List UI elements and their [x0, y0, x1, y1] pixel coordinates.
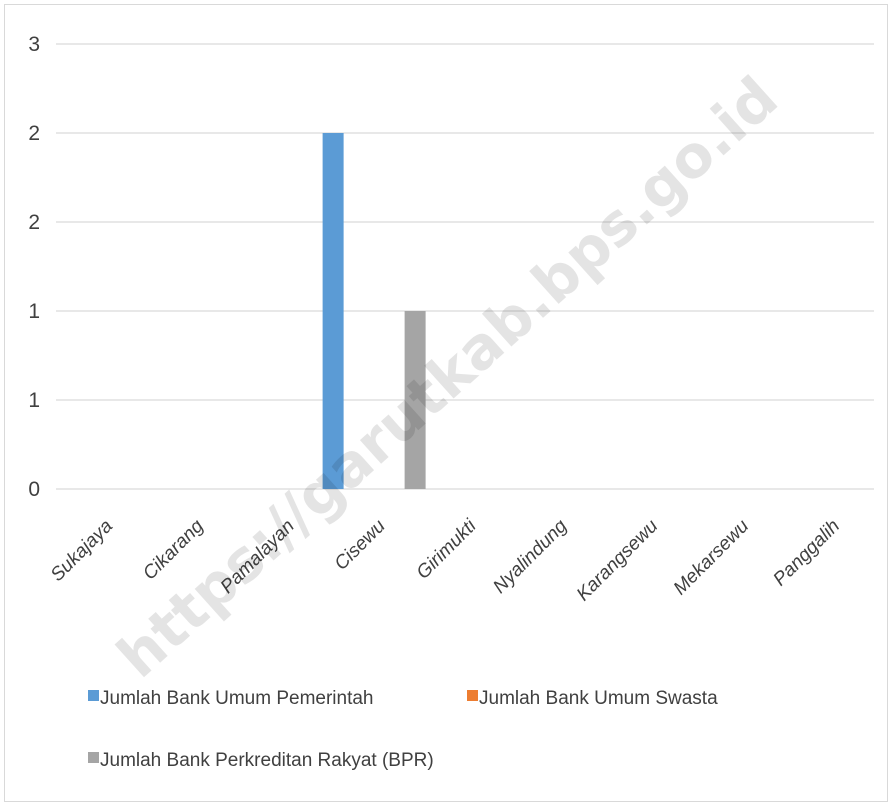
x-tick-label: Cisewu	[331, 515, 390, 574]
legend-label: Jumlah Bank Perkreditan Rakyat (BPR)	[100, 750, 434, 771]
y-tick-label: 1	[28, 389, 40, 412]
y-axis-tick-labels: 0 1 1 2 2 3	[28, 33, 40, 501]
x-tick-label: Nyalindung	[489, 515, 571, 597]
bars	[322, 133, 426, 489]
legend-label: Jumlah Bank Umum Pemerintah	[100, 688, 374, 709]
legend-swatch	[88, 690, 99, 701]
x-tick-label: Mekarsewu	[670, 515, 754, 599]
bar	[404, 311, 426, 489]
x-tick-label: Karangsewu	[573, 515, 663, 605]
watermark: https://garutkab.bps.go.id	[104, 63, 790, 691]
y-tick-label: 2	[28, 211, 40, 234]
legend-label: Jumlah Bank Umum Swasta	[479, 688, 718, 709]
x-tick-label: Girimukti	[413, 515, 481, 583]
y-tick-label: 2	[28, 122, 40, 145]
y-tick-label: 3	[28, 33, 40, 56]
bar	[322, 133, 344, 489]
legend-swatch	[467, 690, 478, 701]
legend-swatch	[88, 752, 99, 763]
x-tick-label: Panggalih	[769, 516, 844, 591]
chart-frame	[4, 4, 888, 802]
y-tick-label: 0	[28, 478, 40, 501]
gridlines	[56, 43, 874, 490]
x-tick-label: Sukajaya	[47, 516, 117, 586]
y-tick-label: 1	[28, 300, 40, 323]
legend: Jumlah Bank Umum Pemerintah Jumlah Bank U…	[88, 688, 718, 771]
